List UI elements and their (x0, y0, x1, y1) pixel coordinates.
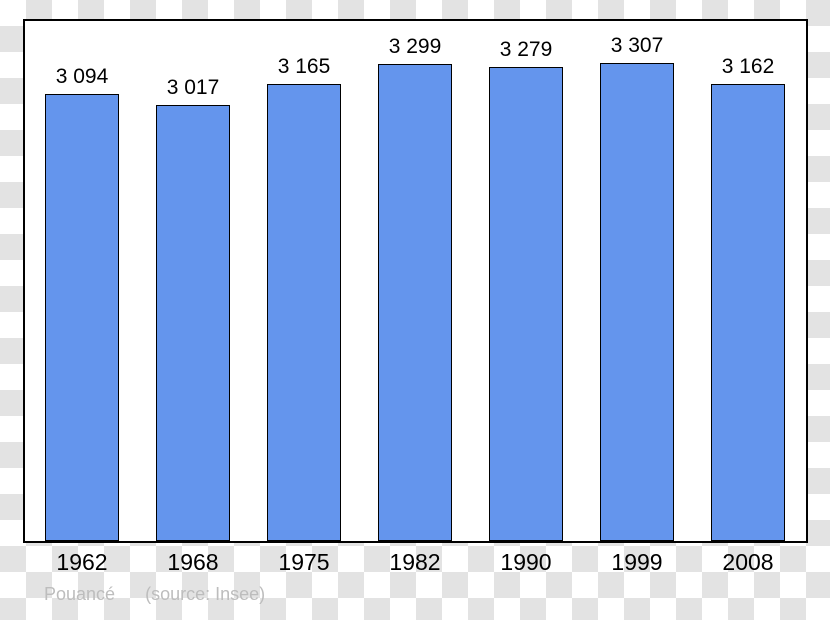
value-label-2008: 3 162 (703, 55, 793, 79)
bar-2008 (711, 84, 785, 541)
value-label-1975: 3 165 (259, 55, 349, 79)
bar-1975 (267, 84, 341, 541)
x-label-1982: 1982 (370, 549, 460, 576)
bar-1982 (378, 64, 452, 541)
bar-1990 (489, 67, 563, 541)
value-label-1999: 3 307 (592, 34, 682, 58)
value-label-1990: 3 279 (481, 38, 571, 62)
x-label-2008: 2008 (703, 549, 793, 576)
bar-1999 (600, 63, 674, 541)
chart-canvas: 3 094 3 017 3 165 3 299 3 279 3 307 3 162 1962… (0, 0, 830, 620)
x-label-1999: 1999 (592, 549, 682, 576)
x-label-1975: 1975 (259, 549, 349, 576)
source-caption: Pouancé (source: Insee) (44, 584, 265, 605)
x-label-1990: 1990 (481, 549, 571, 576)
caption-place: Pouancé (44, 584, 115, 604)
bar-1968 (156, 105, 230, 541)
x-label-1968: 1968 (148, 549, 238, 576)
value-label-1962: 3 094 (37, 65, 127, 89)
value-label-1982: 3 299 (370, 35, 460, 59)
caption-source: (source: Insee) (145, 584, 265, 604)
value-label-1968: 3 017 (148, 76, 238, 100)
bar-1962 (45, 94, 119, 541)
x-label-1962: 1962 (37, 549, 127, 576)
